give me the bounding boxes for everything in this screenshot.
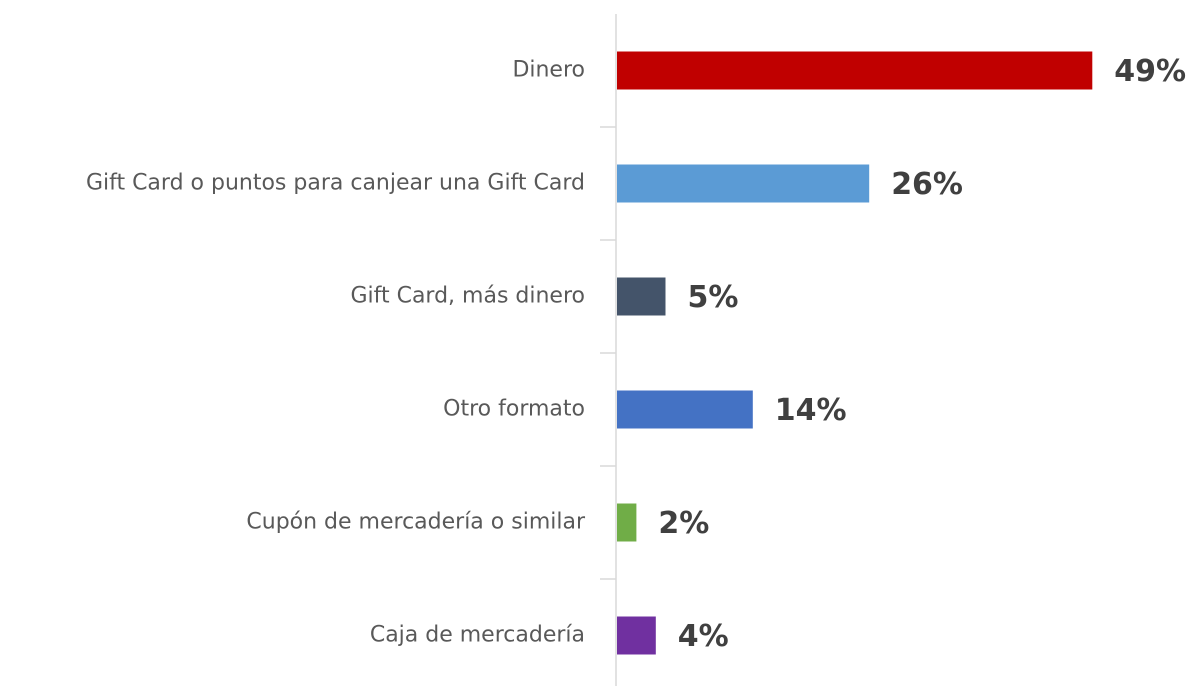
category-label: Dinero <box>512 58 585 83</box>
bar <box>617 390 753 429</box>
value-label: 2% <box>658 506 709 541</box>
category-label: Gift Card o puntos para canjear una Gift… <box>86 171 585 196</box>
bar <box>617 51 1093 90</box>
category-label: Cupón de mercadería o similar <box>246 510 586 535</box>
category-label: Caja de mercadería <box>370 623 585 648</box>
bar <box>617 164 870 203</box>
value-label: 4% <box>678 619 729 654</box>
value-label: 5% <box>688 280 739 315</box>
bar <box>617 277 666 316</box>
bar <box>617 616 656 655</box>
value-label: 49% <box>1114 54 1186 89</box>
value-label: 14% <box>775 393 847 428</box>
bar <box>617 503 637 542</box>
category-label: Otro formato <box>443 397 585 422</box>
category-label: Gift Card, más dinero <box>350 284 585 309</box>
value-label: 26% <box>891 167 963 202</box>
